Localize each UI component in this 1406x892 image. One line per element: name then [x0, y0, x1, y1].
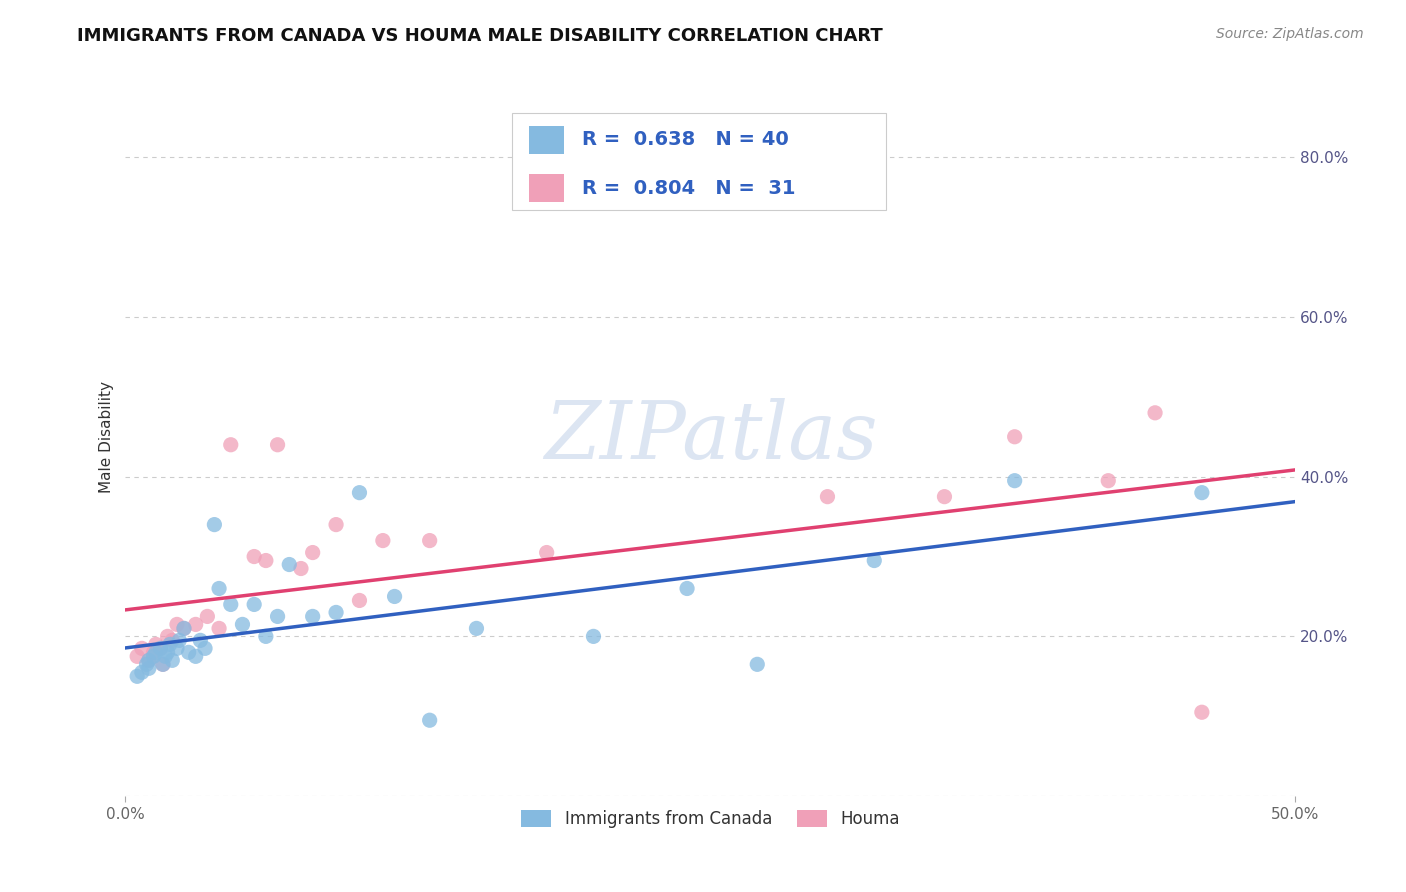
Point	[135, 657, 157, 672]
Point	[254, 553, 277, 567]
Bar	[529, 175, 564, 202]
Point	[159, 637, 181, 651]
Point	[142, 649, 165, 664]
Point	[301, 609, 323, 624]
Point	[184, 617, 207, 632]
Point	[1191, 485, 1213, 500]
Point	[188, 633, 211, 648]
Point	[166, 641, 188, 656]
Point	[156, 629, 179, 643]
Y-axis label: Male Disability: Male Disability	[100, 381, 114, 492]
Point	[266, 438, 288, 452]
Point	[243, 598, 266, 612]
Point	[131, 641, 153, 656]
Point	[152, 657, 174, 672]
Point	[173, 621, 195, 635]
Point	[162, 653, 184, 667]
Point	[266, 609, 288, 624]
Point	[419, 533, 441, 548]
Point	[243, 549, 266, 564]
Point	[1004, 474, 1026, 488]
Text: ZIPatlas: ZIPatlas	[544, 398, 877, 475]
Point	[349, 593, 371, 607]
Point	[747, 657, 769, 672]
Text: R =  0.638   N = 40: R = 0.638 N = 40	[582, 130, 789, 150]
Point	[208, 582, 231, 596]
Point	[202, 517, 225, 532]
Point	[278, 558, 301, 572]
Point	[152, 657, 174, 672]
Point	[1144, 406, 1167, 420]
Point	[142, 645, 165, 659]
Point	[349, 485, 371, 500]
Point	[149, 641, 172, 656]
Point	[194, 641, 217, 656]
Point	[676, 582, 699, 596]
Point	[184, 649, 207, 664]
Point	[817, 490, 839, 504]
Point	[536, 545, 558, 559]
Point	[166, 617, 188, 632]
Point	[254, 629, 277, 643]
Point	[219, 598, 242, 612]
Point	[156, 645, 179, 659]
Bar	[529, 127, 564, 153]
Point	[173, 621, 195, 635]
Point	[419, 713, 441, 727]
Point	[145, 645, 167, 659]
Point	[465, 621, 488, 635]
Point	[169, 633, 191, 648]
Point	[138, 653, 160, 667]
Point	[371, 533, 394, 548]
Point	[231, 617, 253, 632]
Text: Source: ZipAtlas.com: Source: ZipAtlas.com	[1216, 27, 1364, 41]
Point	[127, 669, 149, 683]
FancyBboxPatch shape	[512, 113, 886, 211]
Point	[325, 517, 347, 532]
Point	[1191, 705, 1213, 719]
Point	[1097, 474, 1119, 488]
Point	[934, 490, 956, 504]
Point	[149, 641, 172, 656]
Point	[325, 606, 347, 620]
Point	[1004, 430, 1026, 444]
Point	[162, 633, 184, 648]
Point	[138, 661, 160, 675]
Point	[384, 590, 406, 604]
Point	[131, 665, 153, 680]
Point	[863, 553, 886, 567]
Point	[582, 629, 605, 643]
Point	[155, 649, 177, 664]
Point	[301, 545, 323, 559]
Text: R =  0.804   N =  31: R = 0.804 N = 31	[582, 178, 796, 198]
Point	[208, 621, 231, 635]
Text: IMMIGRANTS FROM CANADA VS HOUMA MALE DISABILITY CORRELATION CHART: IMMIGRANTS FROM CANADA VS HOUMA MALE DIS…	[77, 27, 883, 45]
Point	[138, 653, 160, 667]
Legend: Immigrants from Canada, Houma: Immigrants from Canada, Houma	[515, 803, 907, 835]
Point	[290, 561, 312, 575]
Point	[177, 645, 200, 659]
Point	[195, 609, 218, 624]
Point	[127, 649, 149, 664]
Point	[219, 438, 242, 452]
Point	[145, 637, 167, 651]
